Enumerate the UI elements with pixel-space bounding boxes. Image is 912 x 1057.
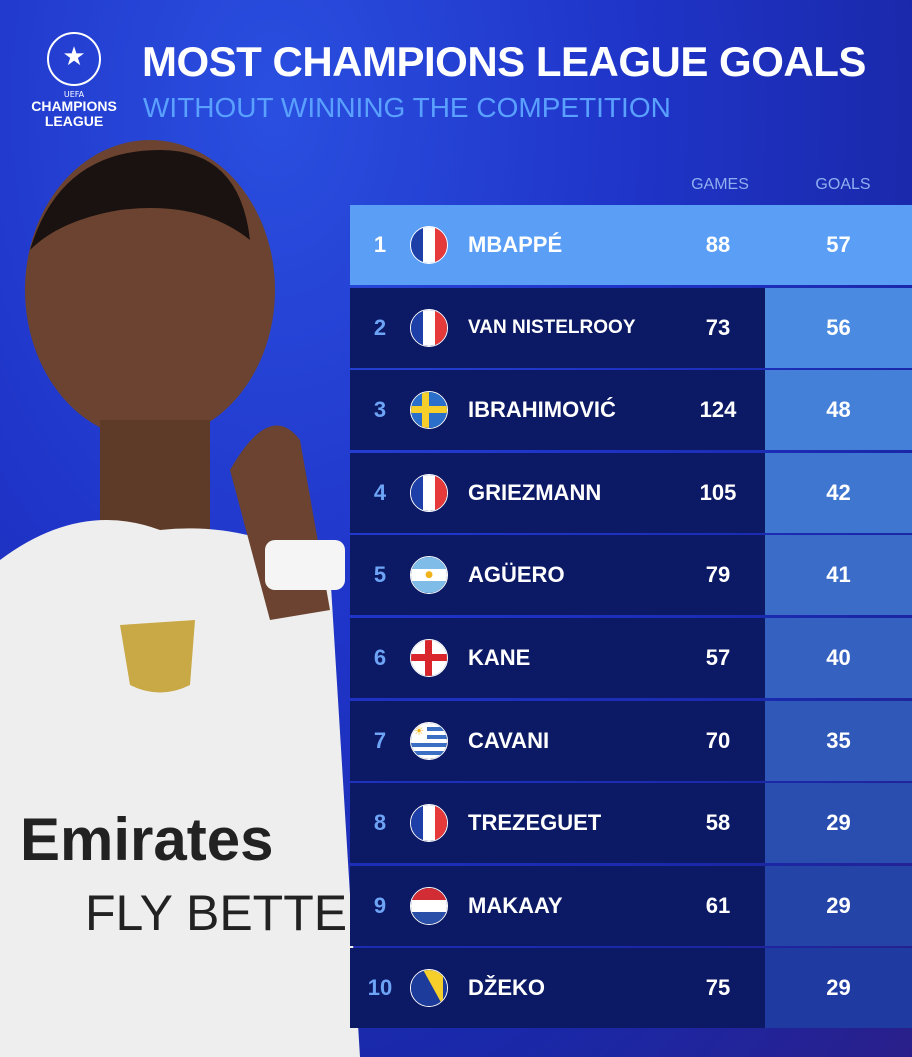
goals-value: 48 [765, 370, 912, 451]
rank: 2 [373, 314, 387, 340]
table-row: 3 IBRAHIMOVIĆ 124 48 [350, 370, 912, 451]
player-name: MBAPPÉ [468, 232, 563, 257]
player-name: TREZEGUET [468, 810, 602, 836]
table-row: 8 TREZEGUET 58 29 [350, 783, 912, 864]
svg-text:FLY BETTER: FLY BETTER [85, 885, 360, 941]
goals-value: 40 [765, 617, 912, 698]
sweden-flag-icon [410, 391, 448, 430]
player-name: GRIEZMANN [468, 479, 602, 505]
logo-line1: CHAMPIONS [31, 98, 117, 114]
games-value: 61 [705, 892, 731, 918]
starball-icon [47, 32, 101, 86]
games-value: 88 [705, 232, 731, 257]
rank: 7 [373, 727, 387, 753]
france-flag-icon [410, 226, 448, 264]
rank: 8 [373, 810, 387, 836]
goals-value: 56 [765, 287, 912, 368]
table-row: 1 MBAPPÉ 88 57 [350, 205, 912, 285]
rank: 10 [367, 975, 393, 1001]
rank: 5 [373, 562, 387, 588]
france-flag-icon [410, 473, 448, 512]
goals-value: 29 [765, 783, 912, 864]
table-row: 6 KANE 57 40 [350, 617, 912, 698]
rank: 3 [373, 397, 387, 423]
rank: 9 [373, 892, 387, 918]
goals-table: 1 MBAPPÉ 88 57 2 VAN NISTELROOY 73 56 3 IBRAHIMOV… [350, 205, 912, 1031]
rank: 4 [373, 479, 387, 505]
table-row: 7 ☀ CAVANI 70 35 [350, 700, 912, 781]
logo-uefa: UEFA [63, 90, 85, 99]
rank: 1 [373, 232, 387, 257]
france-flag-icon [410, 804, 448, 843]
player-name: DŽEKO [468, 975, 545, 1001]
goals-value: 35 [765, 700, 912, 781]
goals-value: 57 [826, 232, 851, 257]
games-value: 79 [705, 562, 731, 588]
france-flag-icon [410, 308, 448, 347]
player-name: MAKAAY [468, 892, 563, 918]
games-value: 70 [705, 727, 731, 753]
player-photo: Emirates FLY BETTER [0, 140, 360, 1057]
player-name: CAVANI [468, 727, 550, 753]
england-flag-icon [410, 638, 448, 677]
games-value: 124 [699, 397, 737, 423]
goals-value: 29 [765, 865, 912, 946]
goals-value: 29 [765, 948, 912, 1029]
games-value: 58 [705, 810, 731, 836]
column-header-goals: GOALS [815, 176, 871, 193]
table-row: 10 DŽEKO 75 29 [350, 948, 912, 1029]
page-title: MOST CHAMPIONS LEAGUE GOALS [142, 38, 866, 85]
player-name: AGÜERO [468, 562, 565, 588]
games-value: 57 [705, 644, 731, 670]
page-subtitle: WITHOUT WINNING THE COMPETITION [143, 92, 671, 123]
table-row: 2 VAN NISTELROOY 73 56 [350, 287, 912, 368]
argentina-flag-icon: ● [410, 556, 448, 595]
games-value: 75 [705, 975, 731, 1001]
goals-value: 42 [765, 452, 912, 533]
uruguay-flag-icon: ☀ [410, 721, 448, 760]
champions-league-logo: UEFA CHAMPIONS LEAGUE [20, 32, 128, 129]
table-row: 5 ● AGÜERO 79 41 [350, 535, 912, 616]
logo-line2: LEAGUE [44, 113, 104, 129]
table-row: 9 MAKAAY 61 29 [350, 865, 912, 946]
goals-value: 41 [765, 535, 912, 616]
games-value: 105 [699, 479, 737, 505]
table-row: 4 GRIEZMANN 105 42 [350, 452, 912, 533]
player-name: IBRAHIMOVIĆ [468, 397, 616, 423]
rank: 6 [373, 644, 387, 670]
player-name: VAN NISTELROOY [468, 316, 636, 338]
bosnia-flag-icon [410, 969, 448, 1008]
svg-text:Emirates: Emirates [20, 806, 273, 873]
player-name: KANE [468, 644, 531, 670]
column-header-games: GAMES [691, 176, 749, 193]
games-value: 73 [705, 314, 731, 340]
netherlands-flag-icon [410, 886, 448, 925]
